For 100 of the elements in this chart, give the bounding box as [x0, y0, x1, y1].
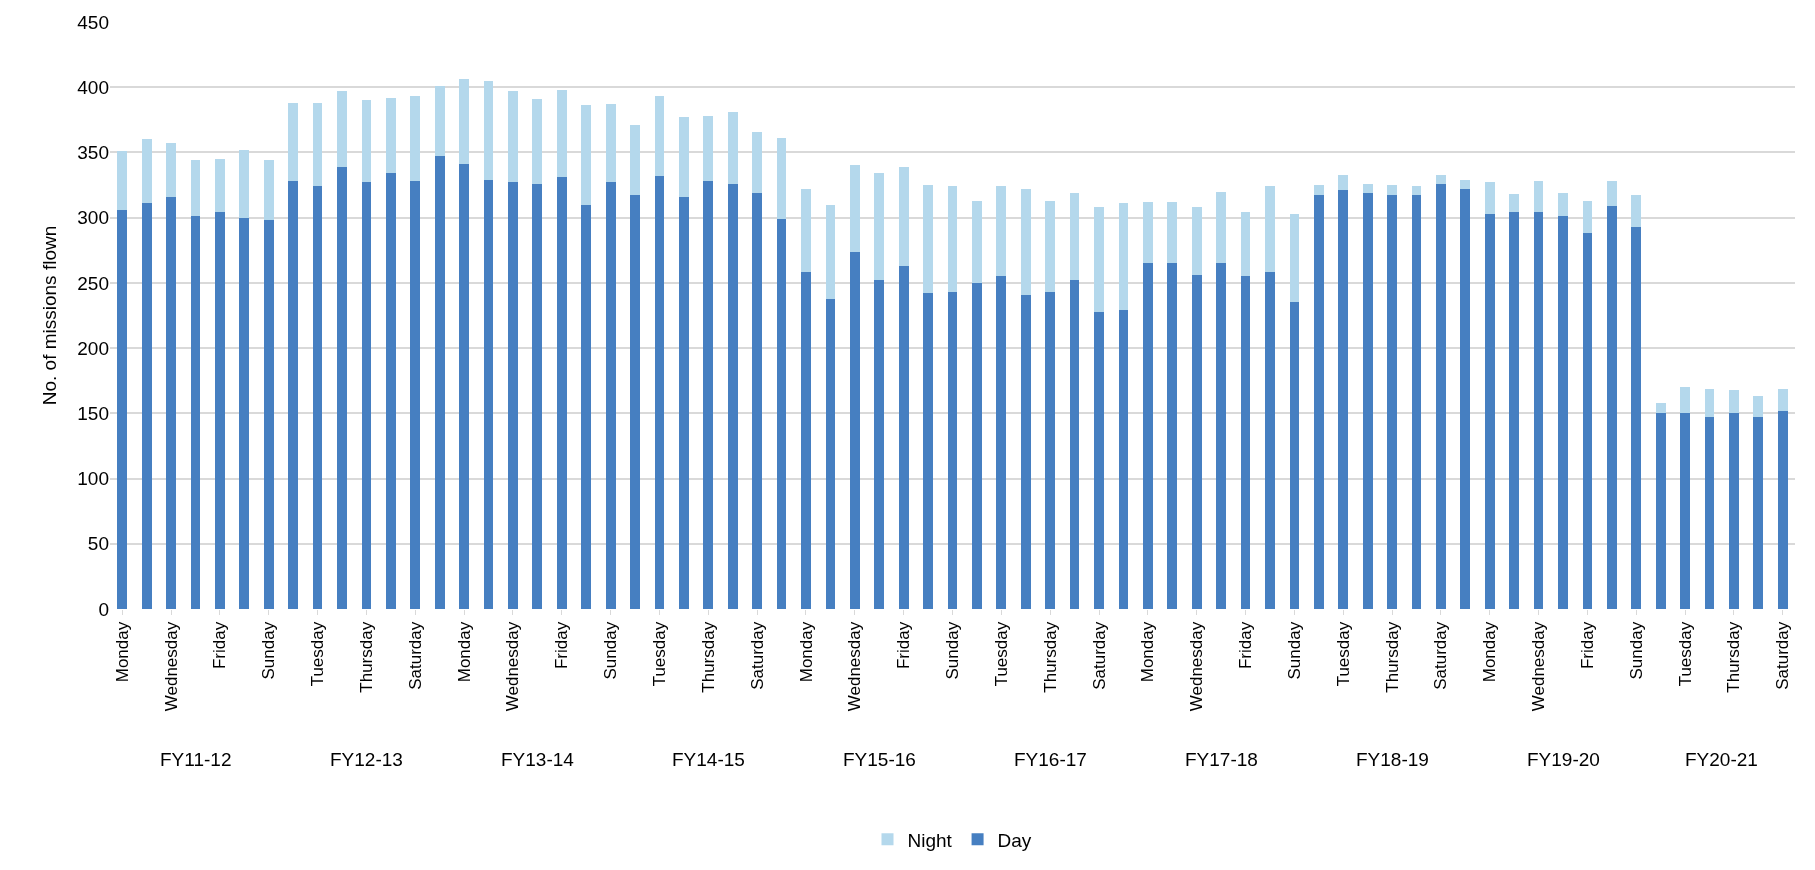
text: FY12-13 [330, 749, 403, 770]
bar [1338, 174, 1349, 191]
bar [1045, 200, 1056, 293]
y-axis-title: No. of missions flown [39, 225, 61, 406]
bar [630, 125, 640, 196]
bar [556, 89, 567, 178]
bar [1118, 203, 1129, 311]
x-tick-label: Tuesday [1675, 621, 1695, 687]
y-tick-label: 50 [87, 533, 109, 555]
bar [776, 138, 787, 219]
bar [996, 186, 1007, 277]
bar [1533, 212, 1544, 609]
bar [1753, 396, 1764, 418]
bar [849, 251, 860, 609]
x-tick-label: Saturday [747, 621, 767, 690]
bar [361, 100, 372, 183]
bar [1020, 188, 1031, 295]
bar [752, 192, 763, 609]
bar [1680, 387, 1690, 414]
x-tick-label: Thursday [1724, 621, 1744, 693]
x-tick-label: Wednesday [161, 621, 181, 712]
bar [166, 143, 176, 197]
bar [288, 102, 299, 182]
bar [337, 91, 347, 167]
x-tick-label: Sunday [943, 621, 963, 680]
bar [1094, 311, 1104, 609]
bar [1509, 212, 1520, 609]
x-tick-label: Sunday [1284, 621, 1304, 680]
bar [1313, 195, 1324, 609]
bar [1387, 185, 1397, 196]
bar [947, 292, 958, 609]
bar [434, 85, 445, 157]
x-tick-label: Monday [112, 621, 132, 683]
x-tick-label: Monday [454, 621, 474, 683]
bar [141, 139, 152, 204]
bar [972, 200, 982, 283]
bar [1313, 185, 1324, 196]
bar [1362, 183, 1373, 193]
bar [874, 173, 885, 281]
bar [1289, 213, 1300, 303]
bar [874, 280, 885, 609]
x-tick-label: Friday [210, 621, 230, 670]
bar [801, 272, 811, 609]
bar [312, 186, 323, 609]
x-tick-label: Thursday [698, 621, 718, 693]
bar [923, 185, 933, 294]
bar [825, 298, 836, 609]
bar [752, 131, 763, 193]
bar [385, 173, 396, 609]
bar [508, 91, 518, 183]
bar [1533, 181, 1544, 213]
bar [1142, 263, 1153, 609]
bar [1704, 417, 1715, 609]
bar [1216, 191, 1227, 264]
bar [1436, 174, 1446, 184]
y-tick-label: 150 [77, 402, 109, 424]
bar [1582, 200, 1593, 234]
bar [483, 179, 494, 609]
bar [239, 149, 250, 218]
x-tick-label: Monday [1138, 621, 1158, 683]
x-tick-label: Friday [552, 621, 572, 670]
x-tick-label: Monday [796, 621, 816, 683]
bar [434, 156, 445, 609]
bar [312, 102, 323, 187]
x-tick-label: Wednesday [1529, 621, 1549, 712]
bar [1069, 280, 1080, 609]
x-tick-label: Monday [1480, 621, 1500, 683]
x-tick-label: Friday [894, 621, 914, 670]
bar [1606, 181, 1617, 206]
bar [1118, 310, 1129, 609]
bar [190, 216, 201, 609]
bar [1338, 190, 1349, 609]
x-tick-label: Tuesday [649, 621, 669, 687]
x-tick-label: Friday [1236, 621, 1256, 670]
bar [972, 282, 982, 609]
bar [1142, 202, 1153, 264]
bar [678, 196, 689, 609]
text: FY15-16 [843, 749, 916, 770]
y-tick-label: 400 [77, 76, 109, 98]
text: FY13-14 [501, 749, 575, 770]
bar [337, 166, 347, 609]
bar [1729, 413, 1739, 609]
x-tick-label: Tuesday [1333, 621, 1353, 687]
x-tick-label: Thursday [1382, 621, 1402, 693]
bar [825, 204, 836, 299]
bar [1777, 410, 1788, 609]
legend-label: Night [907, 829, 953, 851]
bar [727, 183, 738, 609]
bar [1704, 388, 1715, 418]
bar [654, 175, 665, 609]
bar [532, 183, 543, 609]
bar [117, 209, 128, 609]
bar [1777, 388, 1788, 411]
bar [1289, 302, 1300, 609]
legend-label: Day [997, 829, 1032, 851]
x-tick-label: Sunday [1626, 621, 1646, 680]
x-tick-label: Sunday [601, 621, 621, 680]
bar [117, 151, 128, 210]
y-tick-label: 350 [77, 142, 109, 164]
x-tick-label: Wednesday [1187, 621, 1207, 712]
